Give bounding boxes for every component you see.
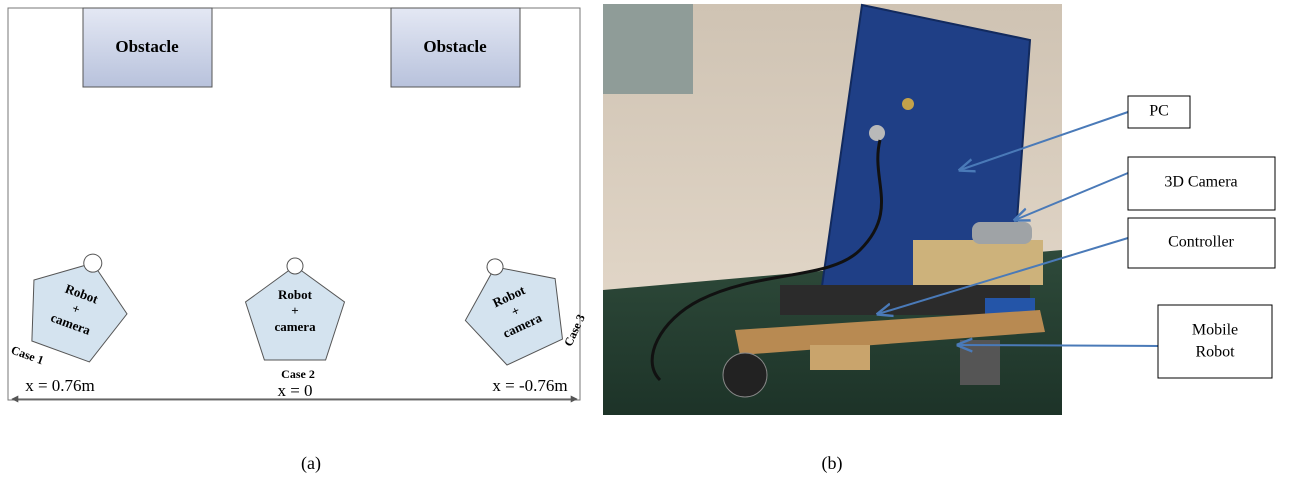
photo-dot: [869, 125, 885, 141]
callout-label: 3D Camera: [1164, 174, 1237, 191]
panel-b: PC 3D Camera Controller Mobile Robot (b): [603, 4, 1275, 474]
obstacle: Obstacle: [83, 8, 212, 87]
position-label: x = 0: [277, 381, 312, 400]
camera-circle: [287, 258, 303, 274]
position-label: x = 0.76m: [25, 376, 95, 395]
callout-label: Robot: [1195, 344, 1235, 361]
robot-2: Robot + camera Case 2: [246, 258, 345, 381]
callout-label: PC: [1149, 103, 1169, 120]
photo-camera: [972, 222, 1032, 244]
obstacle-label: Obstacle: [115, 37, 179, 56]
caption: (b): [822, 453, 843, 474]
caption: (a): [301, 453, 321, 474]
obstacle-label: Obstacle: [423, 37, 487, 56]
photo-window: [603, 4, 693, 94]
case-label: Case 3: [561, 312, 588, 348]
photo-dot: [902, 98, 914, 110]
case-label: Case 2: [281, 367, 315, 381]
robot-label: camera: [274, 319, 316, 334]
callout-arrow: [958, 345, 1158, 346]
robot-label: Robot: [278, 287, 313, 302]
panel-a: Obstacle Obstacle Robot + camera Case 1 …: [7, 8, 597, 474]
photo-block: [810, 345, 870, 370]
photo-controller-box: [913, 240, 1043, 285]
callout-label: Mobile: [1192, 322, 1238, 339]
case-label: Case 1: [9, 343, 45, 368]
photo: [603, 4, 1062, 415]
position-label: x = -0.76m: [492, 376, 567, 395]
callout-label: Controller: [1168, 234, 1234, 251]
obstacle: Obstacle: [391, 8, 520, 87]
robot-label: +: [291, 303, 298, 318]
robot-3: Robot + camera Case 3: [447, 233, 597, 385]
photo-caster: [723, 353, 767, 397]
figure: Obstacle Obstacle Robot + camera Case 1 …: [0, 0, 1296, 480]
callout-box: [1158, 305, 1272, 378]
photo-wheel: [960, 340, 1000, 385]
robot-1: Robot + camera Case 1: [7, 238, 143, 389]
